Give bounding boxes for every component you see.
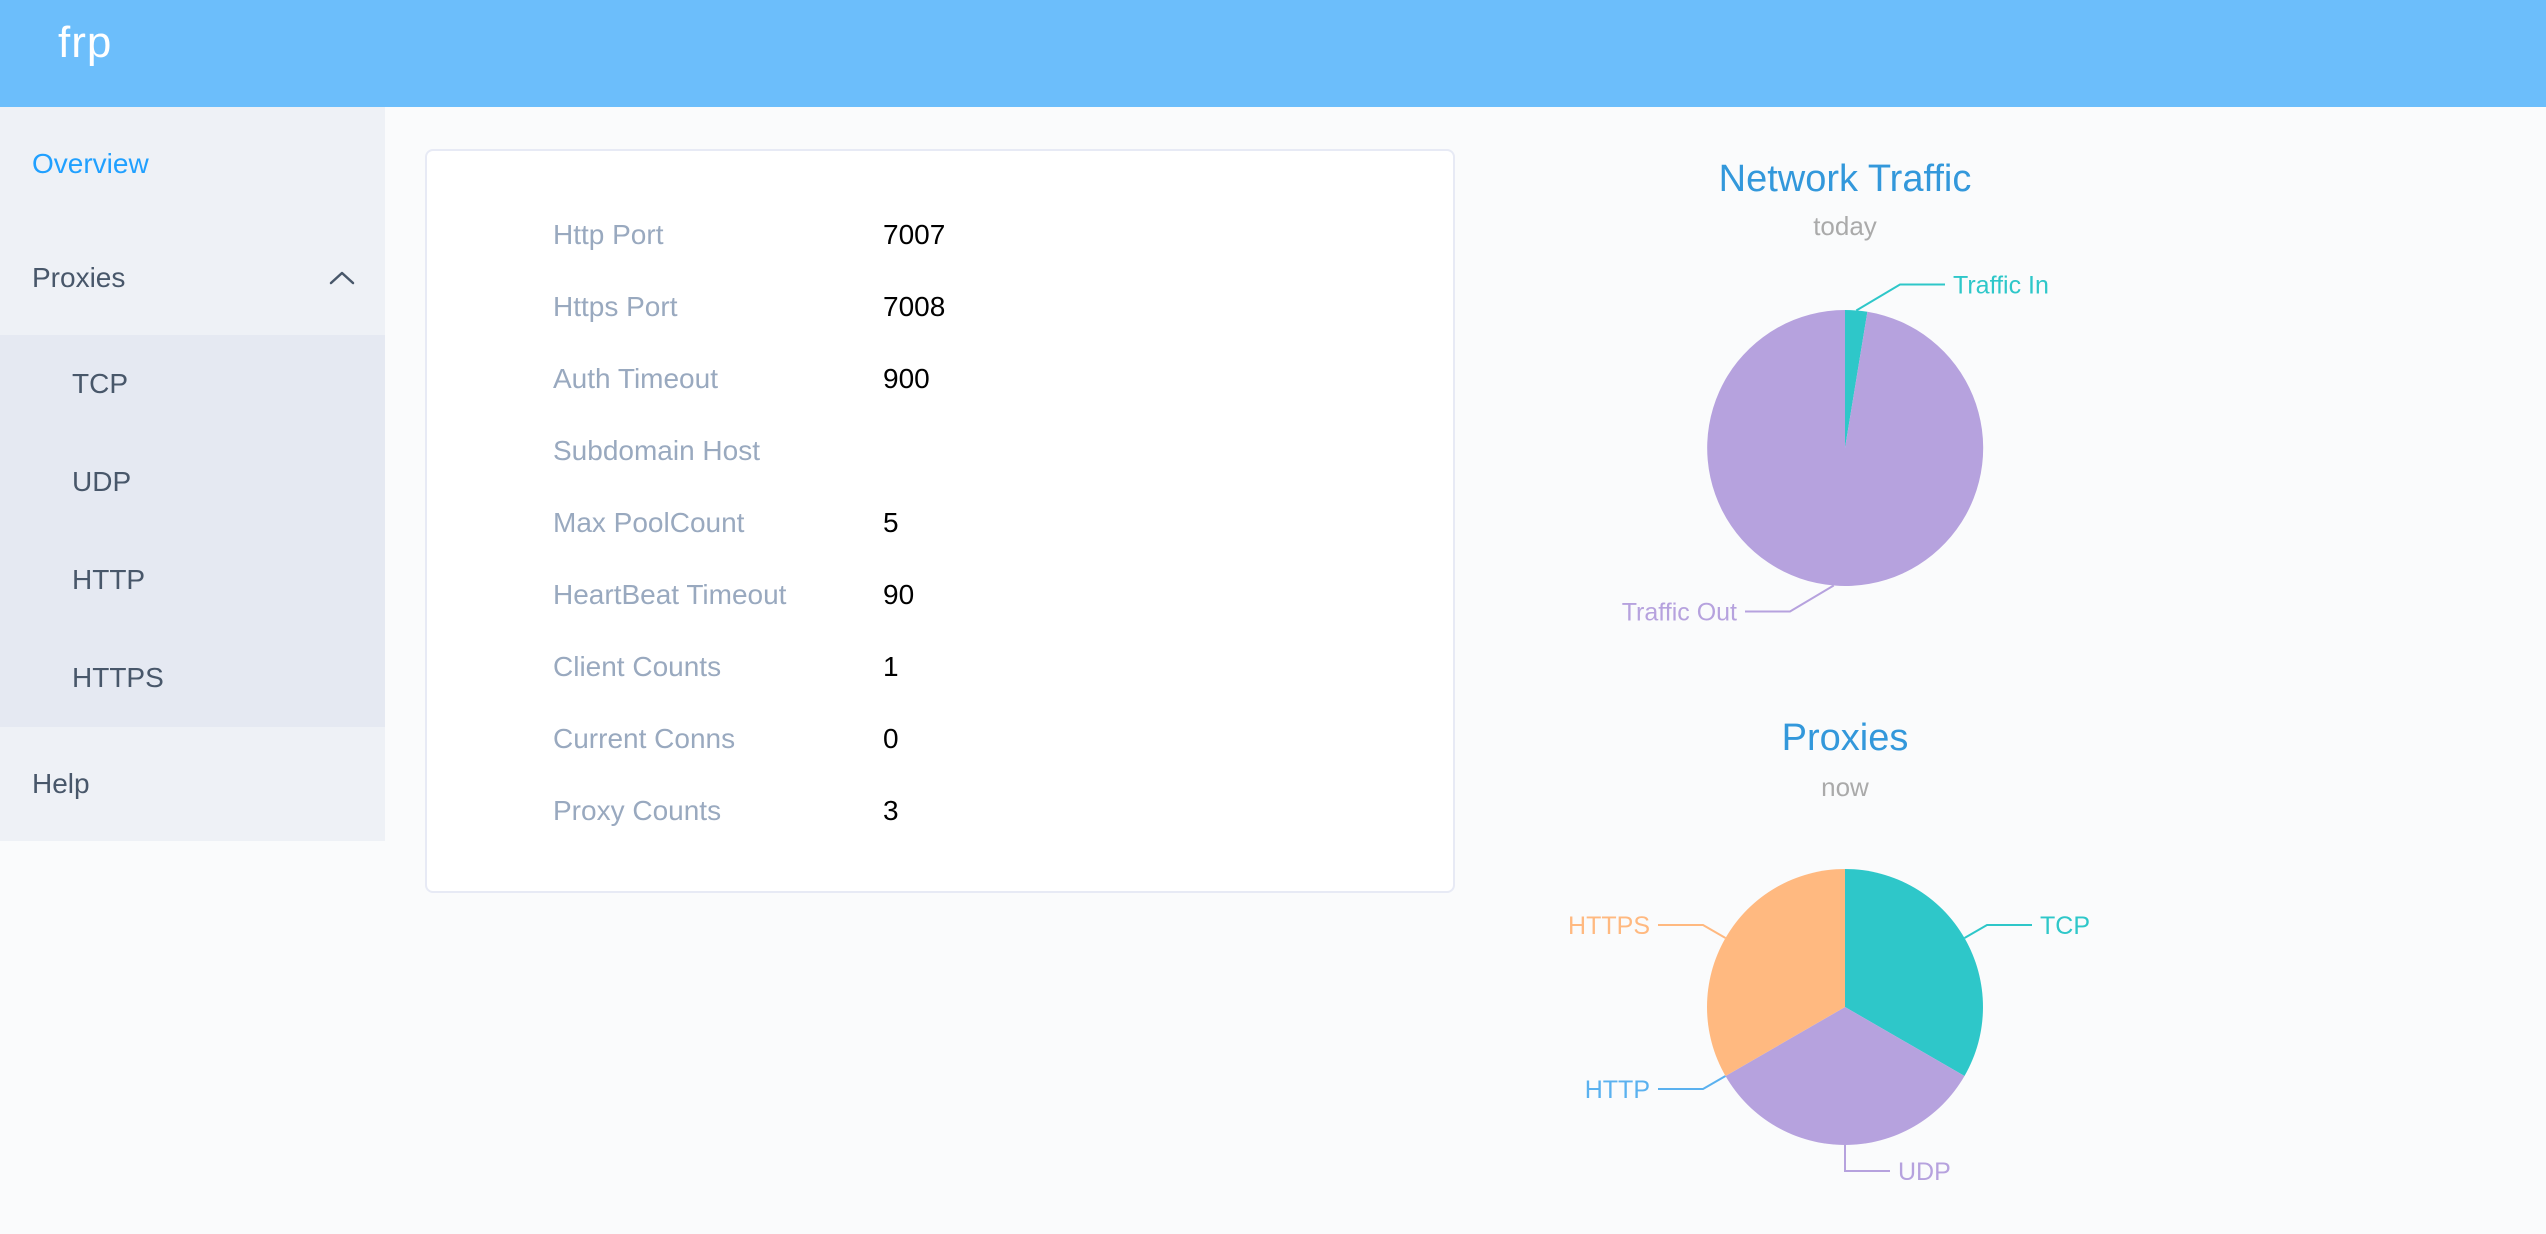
config-row-proxy-counts: Proxy Counts 3: [427, 775, 1453, 847]
proxies-chart-subtitle: now: [1821, 772, 1869, 802]
pie-leader-http: [1658, 1075, 1727, 1090]
sidebar-subitem-udp[interactable]: UDP: [0, 433, 385, 531]
pie-label-http: HTTP: [1585, 1076, 1650, 1104]
sidebar: Overview Proxies TCP UDP HTTP HTTPS Help: [0, 107, 385, 841]
config-label: Current Conns: [553, 723, 736, 754]
sidebar-subitem-http[interactable]: HTTP: [0, 531, 385, 629]
pie-label-udp: UDP: [1898, 1158, 1951, 1186]
network-traffic-pie: Traffic In Traffic Out: [1622, 272, 2049, 627]
sidebar-item-label: Proxies: [32, 262, 126, 293]
config-label: Client Counts: [553, 651, 722, 682]
config-row-current-conns: Current Conns 0: [427, 703, 1453, 775]
pie-leader-tcp: [1963, 924, 2032, 939]
sidebar-item-overview[interactable]: Overview: [0, 107, 385, 221]
app-header: frp: [0, 0, 2546, 107]
config-label: Https Port: [553, 291, 678, 322]
pie-slice-https[interactable]: [1707, 869, 1845, 1076]
pie-label-https: HTTPS: [1568, 912, 1650, 940]
sidebar-subitem-label: UDP: [72, 466, 132, 497]
config-value: 5: [883, 507, 899, 538]
pie-leader-https: [1658, 924, 1727, 939]
config-row-http-port: Http Port 7007: [427, 199, 1453, 271]
config-row-max-poolcount: Max PoolCount 5: [427, 487, 1453, 559]
sidebar-subitem-tcp[interactable]: TCP: [0, 335, 385, 433]
proxies-chart-title: Proxies: [1782, 717, 1909, 759]
pie-slice-traffic-in[interactable]: [1845, 309, 1868, 448]
server-info-panel: Http Port 7007 Https Port 7008 Auth Timeout 9…: [425, 149, 1455, 893]
config-label: Auth Timeout: [553, 363, 718, 394]
pie-leader-traffic-in: [1855, 283, 1945, 312]
proxies-pie: TCP UDP HTTP HTTPS: [1568, 869, 2090, 1186]
sidebar-subitem-https[interactable]: HTTPS: [0, 629, 385, 727]
pie-leader-udp: [1844, 1145, 1890, 1172]
network-traffic-chart-title: Network Traffic: [1719, 158, 1972, 200]
config-row-https-port: Https Port 7008: [427, 271, 1453, 343]
sidebar-subitem-label: HTTP: [72, 564, 146, 595]
config-row-auth-timeout: Auth Timeout 900: [427, 343, 1453, 415]
chevron-up-icon: [329, 271, 355, 285]
config-row-subdomain-host: Subdomain Host: [427, 415, 1453, 487]
pie-label-traffic-in: Traffic In: [1953, 272, 2049, 300]
network-traffic-chart-subtitle: today: [1813, 211, 1877, 241]
server-info-rows: Http Port 7007 Https Port 7008 Auth Timeout 9…: [427, 151, 1453, 847]
pie-label-traffic-out: Traffic Out: [1622, 599, 1737, 627]
sidebar-submenu-proxies: TCP UDP HTTP HTTPS: [0, 335, 385, 727]
pie-leader-traffic-out: [1745, 584, 1835, 613]
config-label: Subdomain Host: [553, 435, 761, 466]
config-value: 1: [883, 651, 899, 682]
pie-slice-udp[interactable]: [1725, 1007, 1965, 1145]
config-label: Max PoolCount: [553, 507, 745, 538]
sidebar-item-label: Help: [32, 768, 90, 799]
config-row-client-counts: Client Counts 1: [427, 631, 1453, 703]
config-value: 7007: [883, 219, 946, 250]
config-label: HeartBeat Timeout: [553, 579, 787, 610]
sidebar-subitem-label: HTTPS: [72, 662, 164, 693]
pie-label-tcp: TCP: [2040, 912, 2090, 940]
sidebar-item-label: Overview: [32, 148, 149, 179]
pie-slice-traffic-out[interactable]: [1707, 310, 1984, 586]
sidebar-item-help[interactable]: Help: [0, 727, 385, 841]
config-row-heartbeat-timeout: HeartBeat Timeout 90: [427, 559, 1453, 631]
sidebar-subitem-label: TCP: [72, 368, 128, 399]
config-label: Http Port: [553, 219, 664, 250]
frp-logo: frp: [58, 18, 113, 67]
config-value: 90: [883, 579, 915, 610]
config-value: 7008: [883, 291, 946, 322]
pie-slice-tcp[interactable]: [1845, 869, 1983, 1076]
config-value: 0: [883, 723, 899, 754]
config-value: 900: [883, 363, 930, 394]
config-label: Proxy Counts: [553, 795, 722, 826]
sidebar-item-proxies[interactable]: Proxies: [0, 221, 385, 335]
config-value: 3: [883, 795, 899, 826]
